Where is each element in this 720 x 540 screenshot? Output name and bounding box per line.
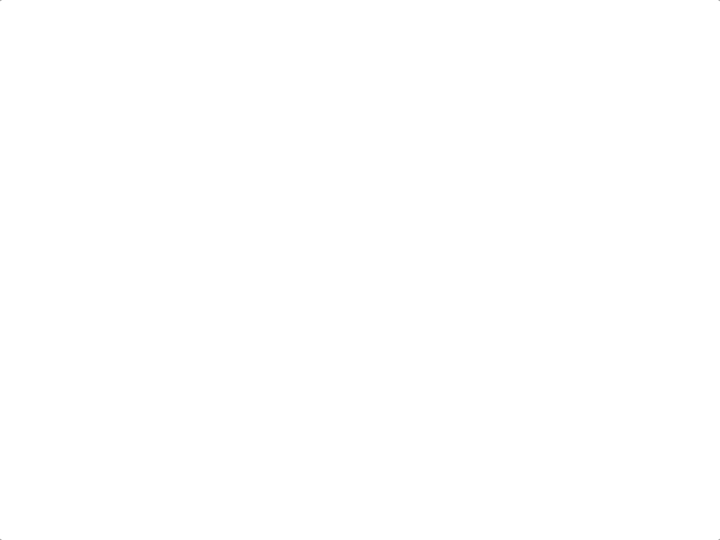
Text: C: C <box>38 354 53 373</box>
Text: $X = \bar{A}BC + A\bar{B}\bar{C}$: $X = \bar{A}BC + A\bar{B}\bar{C}$ <box>588 260 702 280</box>
Text: B: B <box>37 260 53 280</box>
Text: Combinational Logic: Combinational Logic <box>222 29 526 55</box>
Text: □From Truth Table to a Logic Circuit.: □From Truth Table to a Logic Circuit. <box>56 104 358 122</box>
Text: $\bar{A}$: $\bar{A}$ <box>254 146 266 165</box>
Text: $\bar{B}$: $\bar{B}$ <box>254 239 266 259</box>
Text: A: A <box>37 167 53 186</box>
FancyBboxPatch shape <box>39 133 667 423</box>
Text: $\bar{A}BC$: $\bar{A}BC$ <box>423 177 457 197</box>
Text: $\bar{C}$: $\bar{C}$ <box>254 375 266 394</box>
Text: PLT106 DIGITAL ELECTRONICS: PLT106 DIGITAL ELECTRONICS <box>63 505 219 515</box>
Text: □Example 3:: □Example 3: <box>56 129 166 147</box>
Text: Implementation: Implementation <box>256 60 492 86</box>
Text: $A\bar{B}\bar{C}$: $A\bar{B}\bar{C}$ <box>423 354 457 373</box>
